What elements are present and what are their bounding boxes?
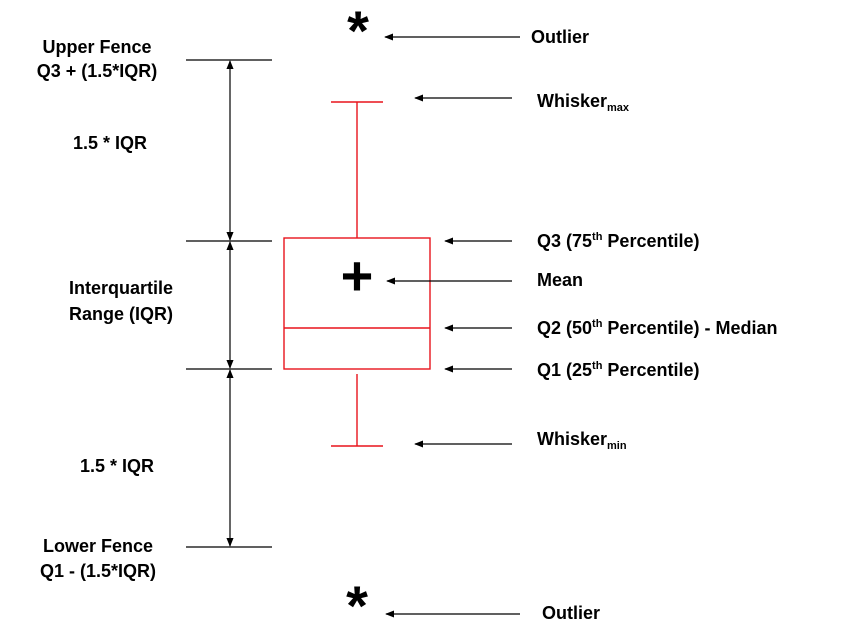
q2-label-pre: Q2 (50 — [537, 318, 592, 338]
box-plot — [283, 101, 431, 447]
q2-label-sup: th — [592, 318, 603, 330]
whisker-max-sub: max — [607, 102, 630, 114]
upper-fence-formula: Q3 + (1.5*IQR) — [37, 61, 158, 81]
q2-label: Q2 (50th Percentile) - Median — [537, 318, 777, 338]
outlier-bottom-marker: * — [346, 574, 368, 626]
lower-span-label: 1.5 * IQR — [80, 456, 154, 476]
q3-label-pre: Q3 (75 — [537, 231, 592, 251]
whisker-max-label: Whiskermax — [537, 91, 630, 114]
q3-label-post: Percentile) — [602, 231, 699, 251]
q1-label-sup: th — [592, 360, 603, 372]
outlier-top-marker: * — [347, 0, 369, 62]
q1-label: Q1 (25th Percentile) — [537, 360, 699, 380]
outlier-bottom-label: Outlier — [542, 603, 600, 623]
mean-marker: + — [341, 244, 374, 307]
whisker-min-label: Whiskermin — [537, 429, 627, 452]
upper-span-label: 1.5 * IQR — [73, 133, 147, 153]
whisker-min-base: Whisker — [537, 429, 607, 449]
q3-label: Q3 (75th Percentile) — [537, 231, 699, 251]
upper-fence-label: Upper Fence — [42, 37, 151, 57]
mean-label: Mean — [537, 270, 583, 290]
iqr-box — [283, 237, 431, 370]
q3-label-sup: th — [592, 231, 603, 243]
lower-fence-formula: Q1 - (1.5*IQR) — [40, 561, 156, 581]
q1-label-post: Percentile) — [602, 360, 699, 380]
whisker-max-base: Whisker — [537, 91, 607, 111]
iqr-label-line1: Interquartile — [69, 278, 173, 298]
q2-label-post: Percentile) - Median — [602, 318, 777, 338]
iqr-label-line2: Range (IQR) — [69, 304, 173, 324]
q1-label-pre: Q1 (25 — [537, 360, 592, 380]
whisker-min-sub: min — [607, 440, 627, 452]
lower-fence-label: Lower Fence — [43, 536, 153, 556]
outlier-top-label: Outlier — [531, 27, 589, 47]
